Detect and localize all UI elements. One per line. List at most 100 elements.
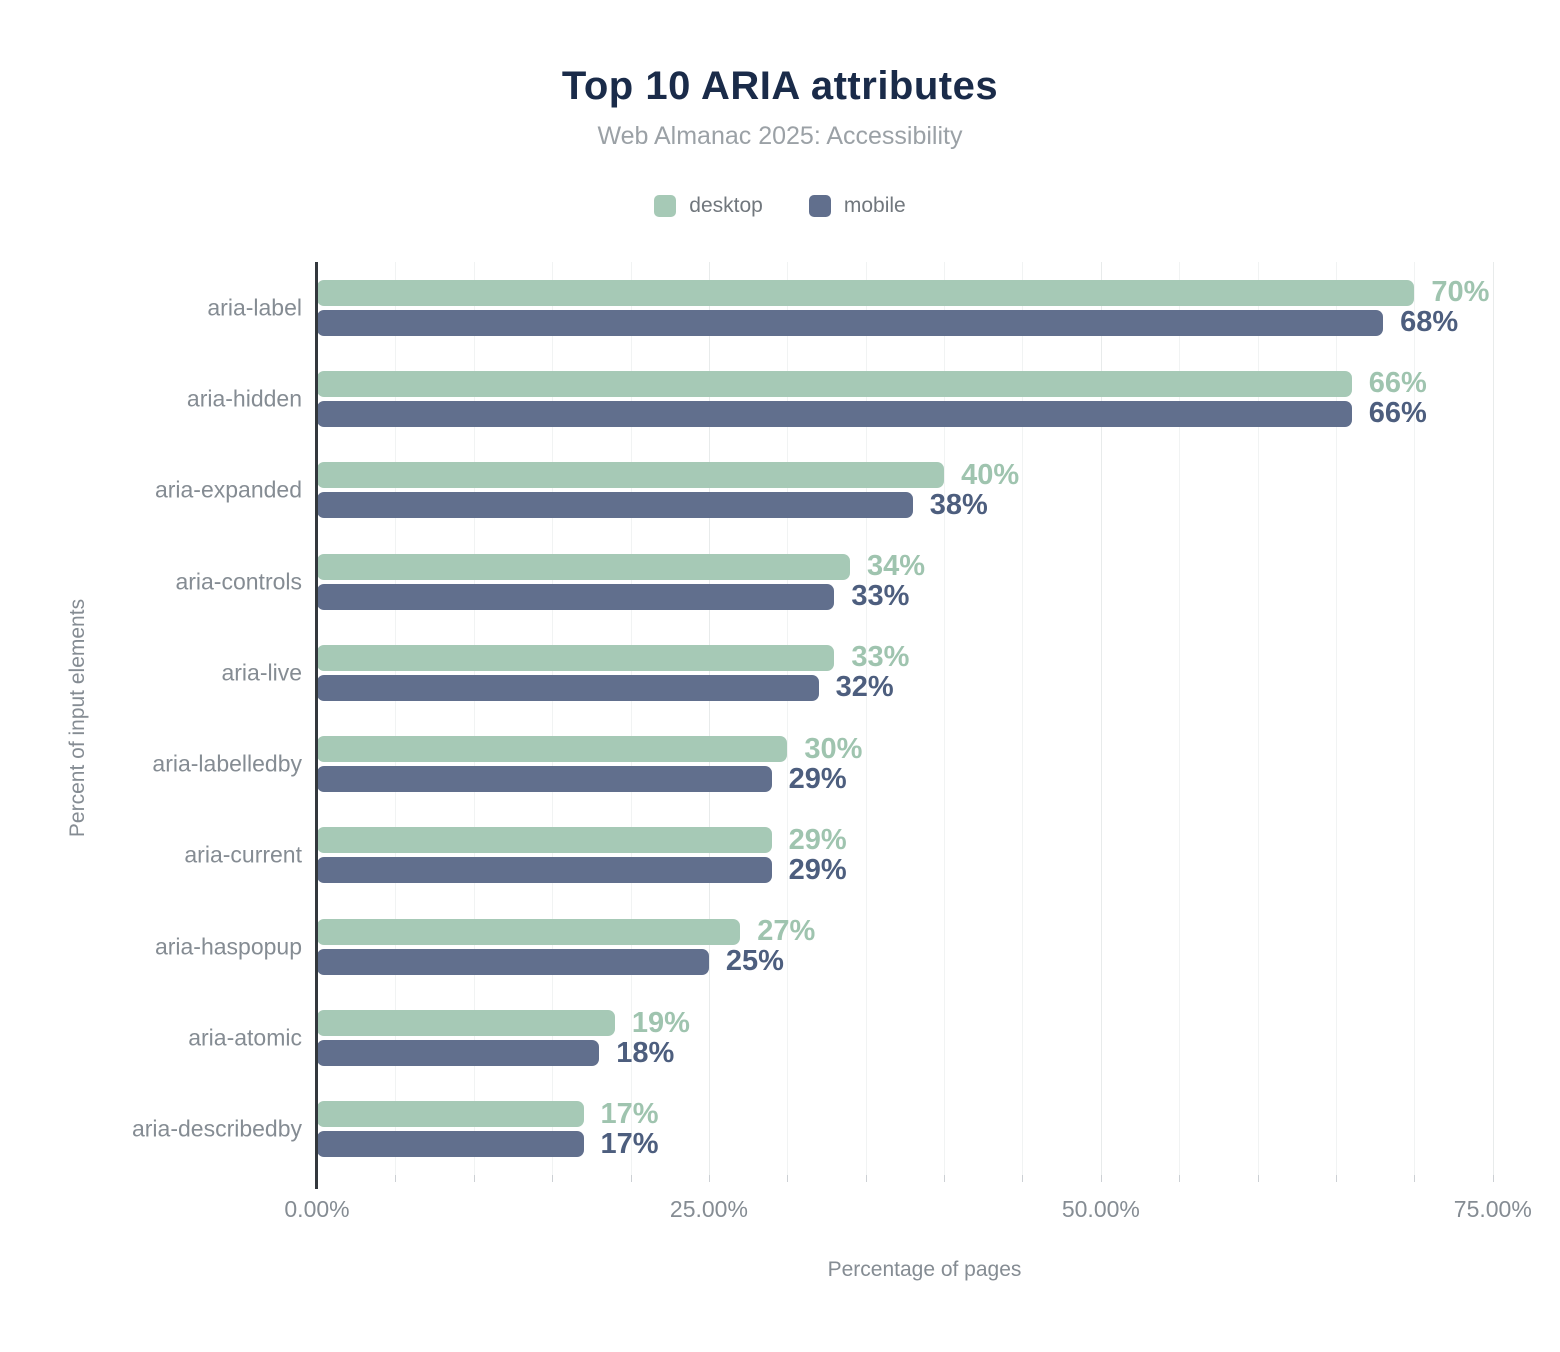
gridline-50 [1100, 262, 1102, 1175]
desktop-barline: 70% [317, 276, 1532, 309]
desktop-barline: 33% [317, 641, 1532, 674]
desktop-value-label: 19% [631, 1006, 690, 1039]
gridline-75 [1492, 262, 1494, 1175]
mobile-bar-aria-haspopup[interactable] [317, 948, 709, 975]
x-tick-40 [944, 1175, 946, 1182]
desktop-barline: 17% [317, 1097, 1532, 1130]
x-tick-70 [1414, 1175, 1416, 1182]
mobile-barline: 29% [317, 762, 1532, 795]
x-tick-75 [1492, 1175, 1494, 1182]
chart-title: Top 10 ARIA attributes [561, 64, 999, 108]
desktop-barline: 29% [317, 823, 1532, 856]
mobile-value-label: 66% [1368, 397, 1427, 430]
mobile-barline: 25% [317, 947, 1532, 976]
legend-label-mobile: mobile [843, 194, 906, 217]
desktop-bar-aria-current[interactable] [317, 827, 772, 854]
desktop-value-label: 17% [600, 1097, 659, 1130]
mobile-swatch-icon [808, 195, 831, 217]
mobile-bar-aria-describedby[interactable] [317, 1131, 584, 1158]
desktop-barline: 27% [317, 915, 1532, 948]
category-label: aria-expanded [154, 476, 302, 503]
desktop-bar-aria-describedby[interactable] [317, 1101, 584, 1128]
x-tick-label-50: 50.00% [1061, 1196, 1140, 1222]
mobile-bar-aria-live[interactable] [317, 674, 819, 701]
desktop-barline: 66% [317, 369, 1532, 398]
bar-group-aria-live: aria-live 33% 32% [221, 627, 1532, 718]
bar-group-aria-label: aria-label 70% 68% [207, 262, 1532, 353]
gridline-5 [395, 262, 397, 1175]
mobile-bar-aria-hidden[interactable] [317, 400, 1352, 427]
category-label: aria-labelledby [152, 750, 302, 777]
bar-group-aria-current: aria-current 29% 29% [184, 810, 1532, 901]
gridline-45 [1022, 262, 1024, 1175]
mobile-bar-aria-expanded[interactable] [317, 492, 913, 519]
mobile-value-label: 17% [600, 1127, 659, 1160]
desktop-barline: 34% [317, 550, 1532, 583]
legend-item-desktop[interactable]: desktop [654, 194, 763, 218]
desktop-bar-aria-atomic[interactable] [317, 1010, 615, 1037]
mobile-barline: 38% [317, 490, 1532, 519]
mobile-barline: 17% [317, 1127, 1532, 1160]
desktop-bar-aria-labelledby[interactable] [317, 736, 788, 763]
desktop-value-label: 70% [1431, 276, 1490, 309]
desktop-swatch-icon [654, 195, 677, 217]
y-axis-line [315, 262, 318, 1189]
mobile-bar-aria-controls[interactable] [317, 583, 835, 610]
desktop-value-label: 40% [961, 458, 1020, 491]
x-tick-15 [552, 1175, 554, 1182]
x-axis-title: Percentage of pages [827, 1258, 1022, 1281]
gridline-70 [1414, 262, 1416, 1175]
mobile-value-label: 29% [788, 762, 847, 795]
desktop-bar-aria-controls[interactable] [317, 553, 851, 580]
category-label: aria-live [221, 659, 302, 686]
legend-label-desktop: desktop [689, 194, 763, 217]
desktop-value-label: 27% [757, 915, 816, 948]
desktop-bar-aria-label[interactable] [317, 279, 1415, 306]
gridline-40 [944, 262, 946, 1175]
x-tick-35 [865, 1175, 867, 1182]
desktop-bar-aria-haspopup[interactable] [317, 918, 741, 945]
bar-group-aria-controls: aria-controls 34% 33% [175, 536, 1532, 627]
desktop-value-label: 33% [851, 641, 910, 674]
mobile-value-label: 68% [1400, 306, 1459, 339]
mobile-barline: 33% [317, 582, 1532, 611]
desktop-bar-aria-expanded[interactable] [317, 462, 945, 489]
desktop-value-label: 29% [788, 823, 847, 856]
gridline-20 [630, 262, 632, 1175]
x-tick-label-75: 75.00% [1453, 1196, 1532, 1222]
x-tick-5 [395, 1175, 397, 1182]
x-tick-65 [1336, 1175, 1338, 1182]
bar-group-aria-atomic: aria-atomic 19% 18% [188, 992, 1532, 1083]
x-axis-tick-labels: 0.00% 25.00% 50.00% 75.00% [284, 1196, 1532, 1224]
desktop-barline: 30% [317, 734, 1532, 763]
desktop-value-label: 34% [867, 550, 926, 583]
category-label: aria-hidden [186, 385, 302, 412]
category-label: aria-controls [175, 568, 302, 595]
mobile-barline: 66% [317, 397, 1532, 430]
x-tick-label-25: 25.00% [669, 1196, 748, 1222]
x-tick-30 [787, 1175, 789, 1182]
desktop-bar-aria-hidden[interactable] [317, 370, 1352, 397]
mobile-barline: 32% [317, 671, 1532, 704]
category-label: aria-current [184, 841, 302, 868]
mobile-bar-aria-labelledby[interactable] [317, 766, 772, 793]
bar-group-aria-describedby: aria-describedby 17% 17% [132, 1084, 1532, 1175]
gridline-60 [1257, 262, 1259, 1175]
gridline-10 [473, 262, 475, 1175]
category-label: aria-label [207, 294, 302, 321]
gridline-25 [708, 262, 710, 1175]
y-axis-title: Percent of input elements [66, 598, 89, 838]
mobile-bar-aria-label[interactable] [317, 309, 1384, 336]
mobile-value-label: 32% [835, 671, 894, 704]
mobile-bar-aria-current[interactable] [317, 857, 772, 884]
category-label: aria-atomic [188, 1024, 302, 1051]
legend-item-mobile[interactable]: mobile [808, 194, 906, 218]
bar-group-aria-haspopup: aria-haspopup 27% 25% [155, 901, 1532, 992]
gridline-65 [1336, 262, 1338, 1175]
x-tick-50 [1100, 1175, 1102, 1182]
desktop-bar-aria-live[interactable] [317, 644, 835, 671]
gridline-35 [865, 262, 867, 1175]
bar-group-aria-labelledby: aria-labelledby 30% 29% [152, 718, 1532, 809]
mobile-bar-aria-atomic[interactable] [317, 1040, 600, 1067]
bar-group-aria-hidden: aria-hidden 66% 66% [187, 353, 1532, 444]
